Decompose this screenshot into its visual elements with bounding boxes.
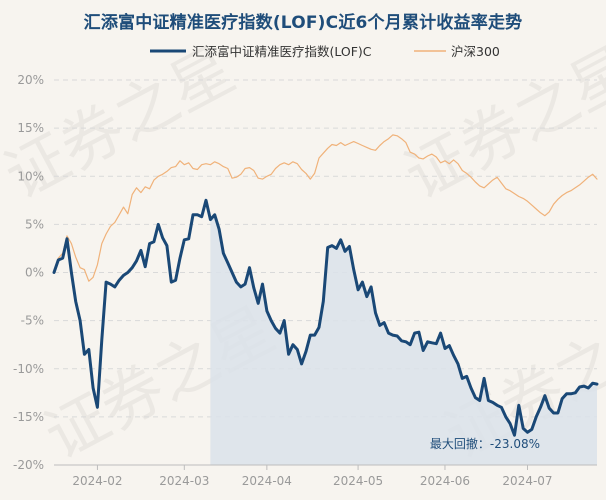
- x-axis: 2024-02 2024-03 2024-04 2024-05 2024-06 2024-…: [54, 464, 597, 488]
- watermark-text: 证券之星: [393, 32, 606, 213]
- y-axis-ticks: 20% 15% 10% 5% 0% -5% -10% -15% -20%: [13, 73, 44, 472]
- y-tick-label: 15%: [17, 121, 44, 135]
- series-line-fund: [52, 198, 599, 437]
- x-tick-label: 2024-02: [72, 474, 122, 488]
- x-tick-label: 2024-06: [420, 474, 470, 488]
- drawdown-fill: [210, 214, 597, 465]
- drawdown-area: [210, 214, 597, 465]
- y-tick-label: 20%: [17, 73, 44, 87]
- y-tick-label: 5%: [25, 217, 44, 231]
- y-tick-label: 0%: [25, 266, 44, 280]
- y-tick-label: 10%: [17, 169, 44, 183]
- chart-title: 汇添富中证精准医疗指数(LOF)C近6个月累计收益率走势: [83, 13, 523, 33]
- y-tick-label: -10%: [13, 362, 44, 376]
- legend-label-index: 沪深300: [451, 44, 500, 59]
- x-tick-label: 2024-07: [502, 474, 552, 488]
- x-tick-label: 2024-03: [159, 474, 209, 488]
- series-line-hs300: [53, 134, 598, 282]
- legend: 汇添富中证精准医疗指数(LOF)C 沪深300: [150, 44, 500, 59]
- y-tick-label: -5%: [21, 314, 44, 328]
- legend-label-fund: 汇添富中证精准医疗指数(LOF)C: [192, 44, 372, 59]
- y-tick-label: -20%: [13, 458, 44, 472]
- y-tick-label: -15%: [13, 410, 44, 424]
- x-tick-label: 2024-05: [333, 474, 383, 488]
- series-lines: [52, 134, 599, 437]
- x-tick-label: 2024-04: [242, 474, 292, 488]
- max-drawdown-label: 最大回撤：-23.08%: [430, 436, 540, 451]
